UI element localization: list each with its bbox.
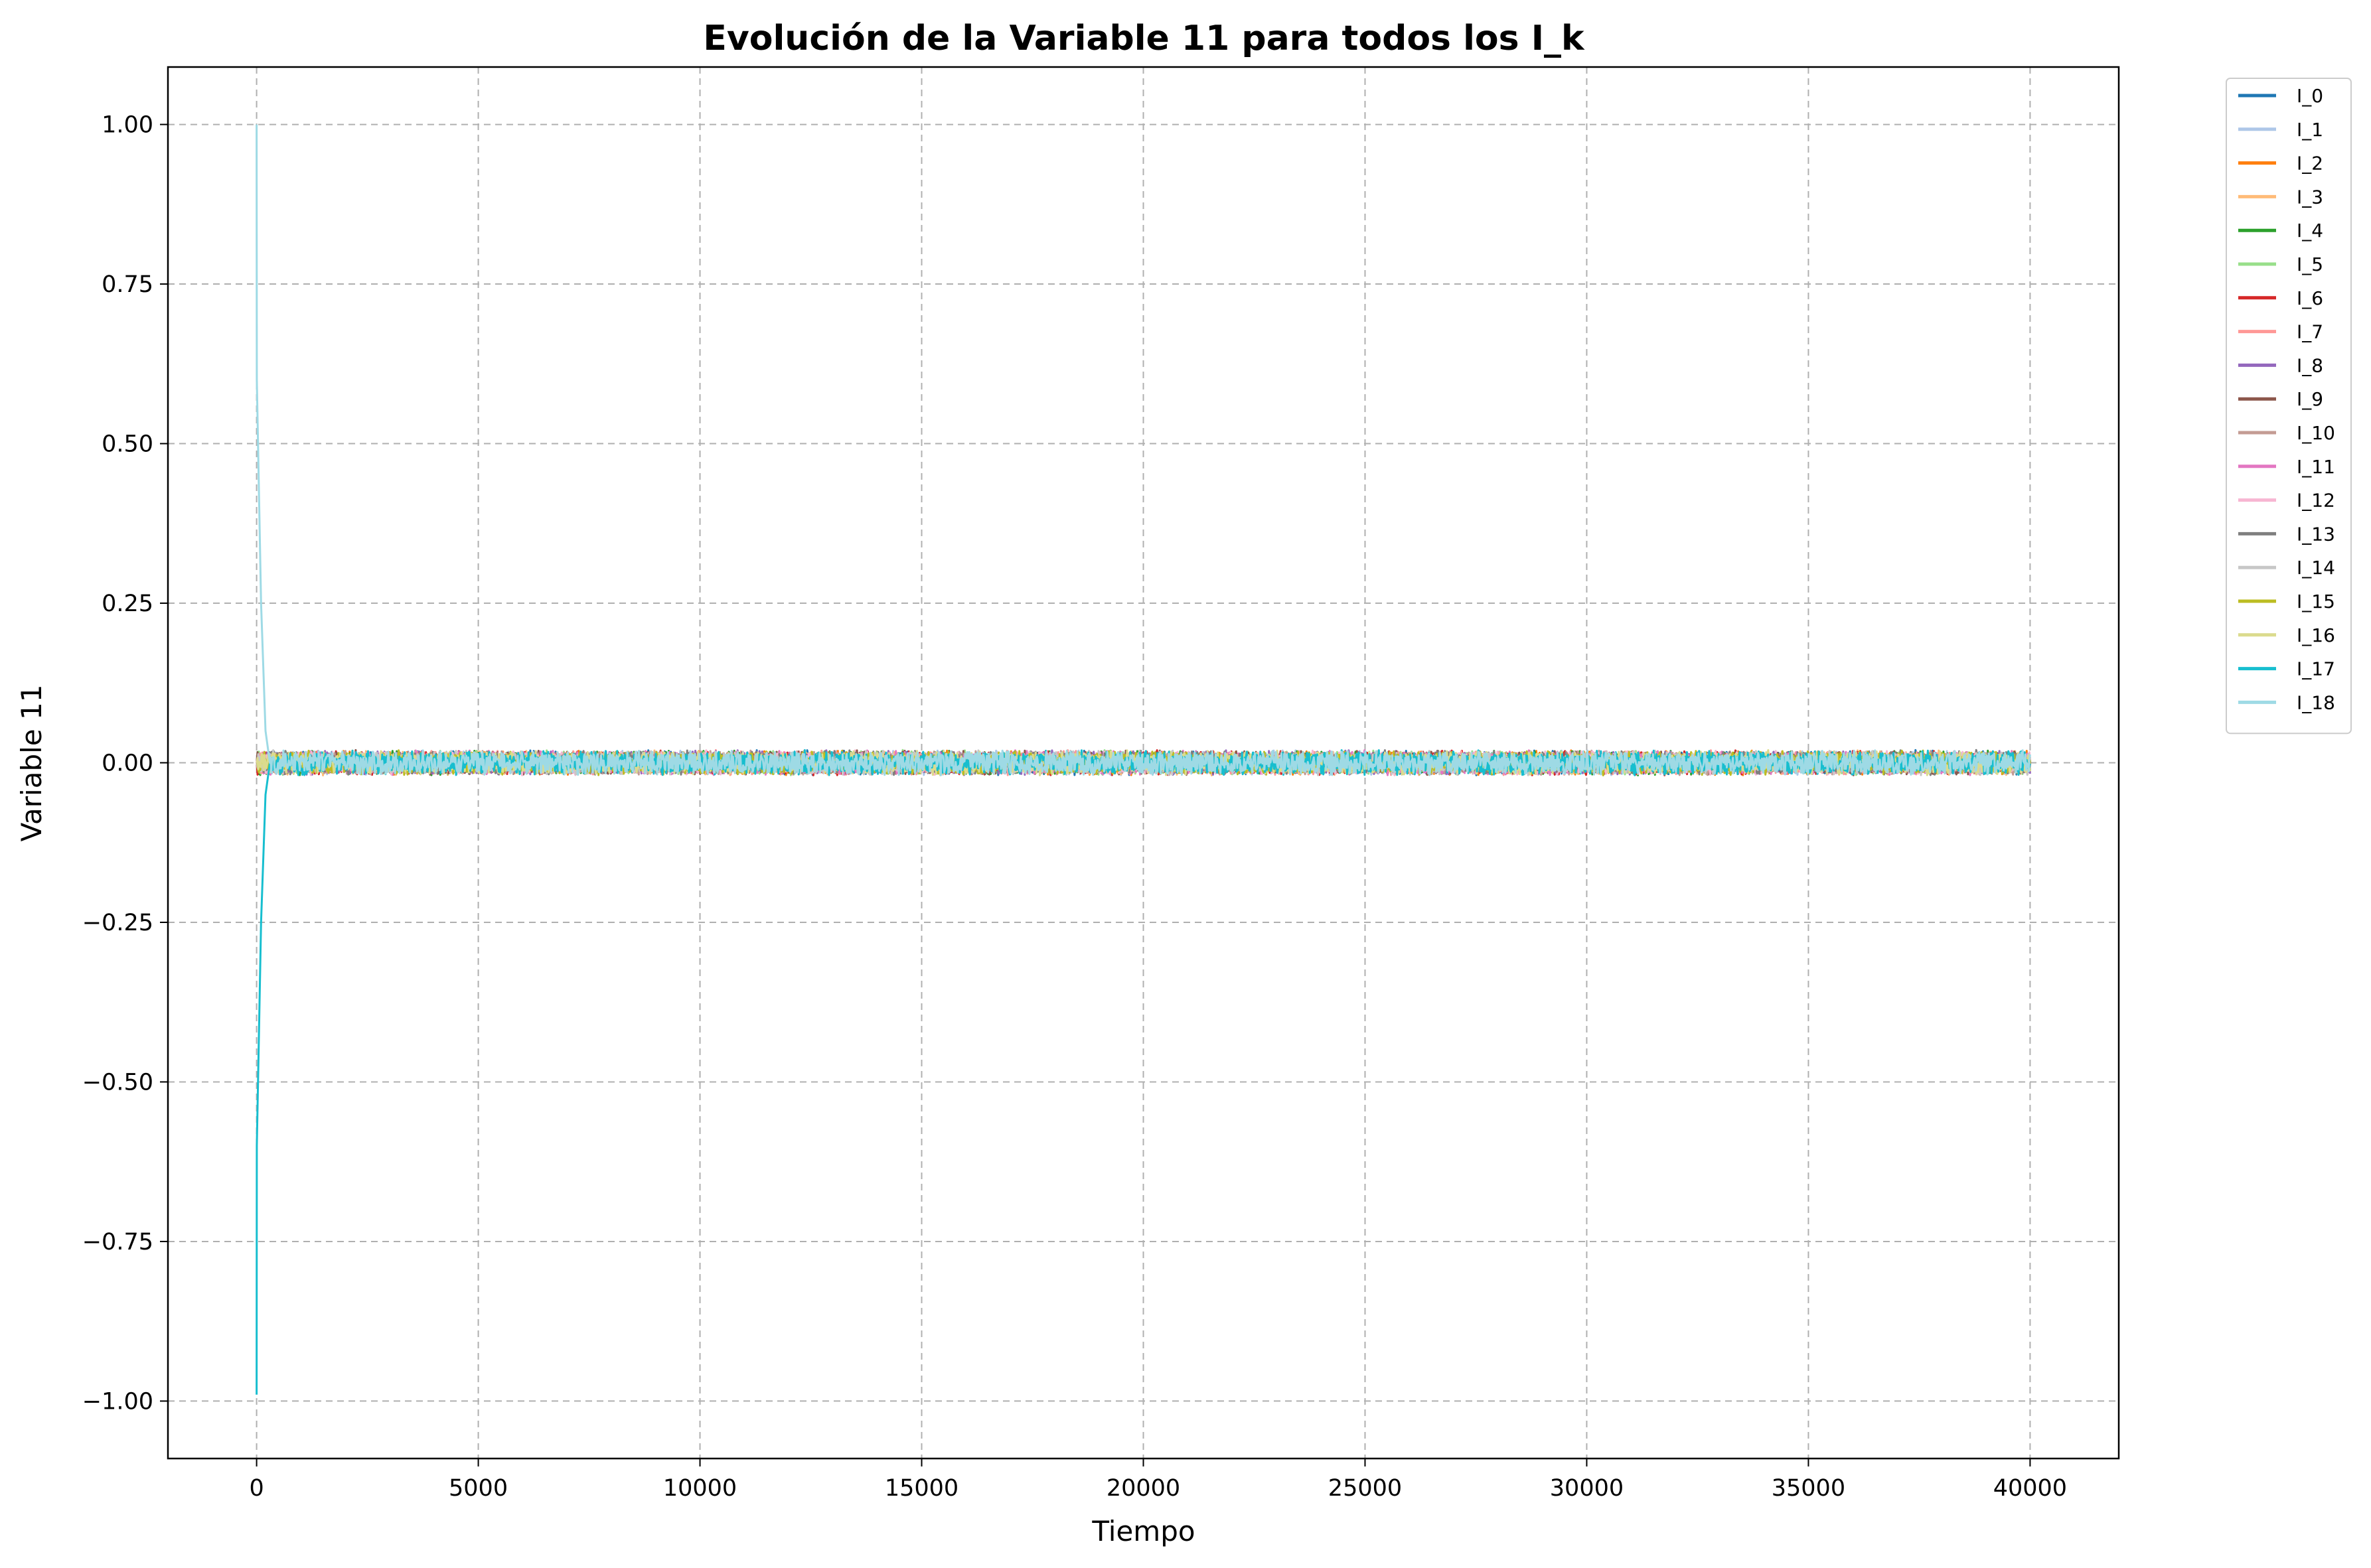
legend: I_0 I_1 I_2 I_3 I_4 I_5 I_6 I_7 I_8 I_9 I_10 I_11 I_…: [2226, 78, 2352, 735]
y-axis: 1.00 0.75 0.50 0.25 0.00 −0.25 −0.50 −0.75 −1.00: [82, 112, 168, 1415]
legend-label: I_11: [2297, 456, 2335, 478]
y-tick-label: −0.50: [82, 1069, 153, 1096]
series-group: [256, 124, 2031, 1395]
y-tick-label: 0.25: [102, 591, 153, 617]
legend-label: I_13: [2297, 523, 2335, 545]
chart-title: Evolución de la Variable 11 para todos l…: [703, 19, 1585, 58]
legend-label: I_16: [2297, 624, 2335, 646]
legend-label: I_4: [2297, 220, 2323, 242]
legend-label: I_7: [2297, 321, 2323, 343]
legend-label: I_2: [2297, 153, 2323, 175]
series-line-i-18: [256, 124, 2031, 776]
legend-label: I_18: [2297, 691, 2335, 713]
legend-label: I_9: [2297, 388, 2323, 410]
x-axis: 0 5000 10000 15000 20000 25000 30000 35000 40000: [249, 1459, 2067, 1502]
y-axis-label: Variable 11: [15, 685, 48, 842]
legend-label: I_12: [2297, 490, 2335, 512]
x-tick-label: 5000: [449, 1475, 508, 1502]
x-tick-label: 20000: [1107, 1475, 1180, 1502]
x-tick-label: 25000: [1328, 1475, 1402, 1502]
y-tick-label: −1.00: [82, 1388, 153, 1415]
x-tick-label: 0: [249, 1475, 264, 1502]
y-tick-label: −0.75: [82, 1229, 153, 1255]
y-tick-label: −0.25: [82, 910, 153, 936]
x-tick-label: 15000: [885, 1475, 958, 1502]
legend-label: I_17: [2297, 658, 2335, 680]
legend-label: I_5: [2297, 253, 2323, 275]
legend-label: I_1: [2297, 119, 2323, 141]
legend-label: I_6: [2297, 287, 2323, 309]
x-tick-label: 10000: [663, 1475, 737, 1502]
legend-label: I_0: [2297, 85, 2323, 107]
y-tick-label: 0.75: [102, 271, 153, 298]
legend-label: I_10: [2297, 422, 2335, 444]
legend-label: I_15: [2297, 591, 2335, 612]
y-tick-label: 0.50: [102, 431, 153, 458]
legend-label: I_8: [2297, 354, 2323, 376]
legend-box: [2226, 78, 2352, 735]
x-tick-label: 30000: [1550, 1475, 1624, 1502]
y-tick-label: 0.00: [102, 750, 153, 777]
x-tick-label: 35000: [1772, 1475, 1845, 1502]
x-tick-label: 40000: [1993, 1475, 2067, 1502]
legend-label: I_3: [2297, 186, 2323, 208]
y-tick-label: 1.00: [102, 112, 153, 139]
legend-label: I_14: [2297, 557, 2335, 579]
x-axis-label: Tiempo: [1091, 1515, 1195, 1547]
